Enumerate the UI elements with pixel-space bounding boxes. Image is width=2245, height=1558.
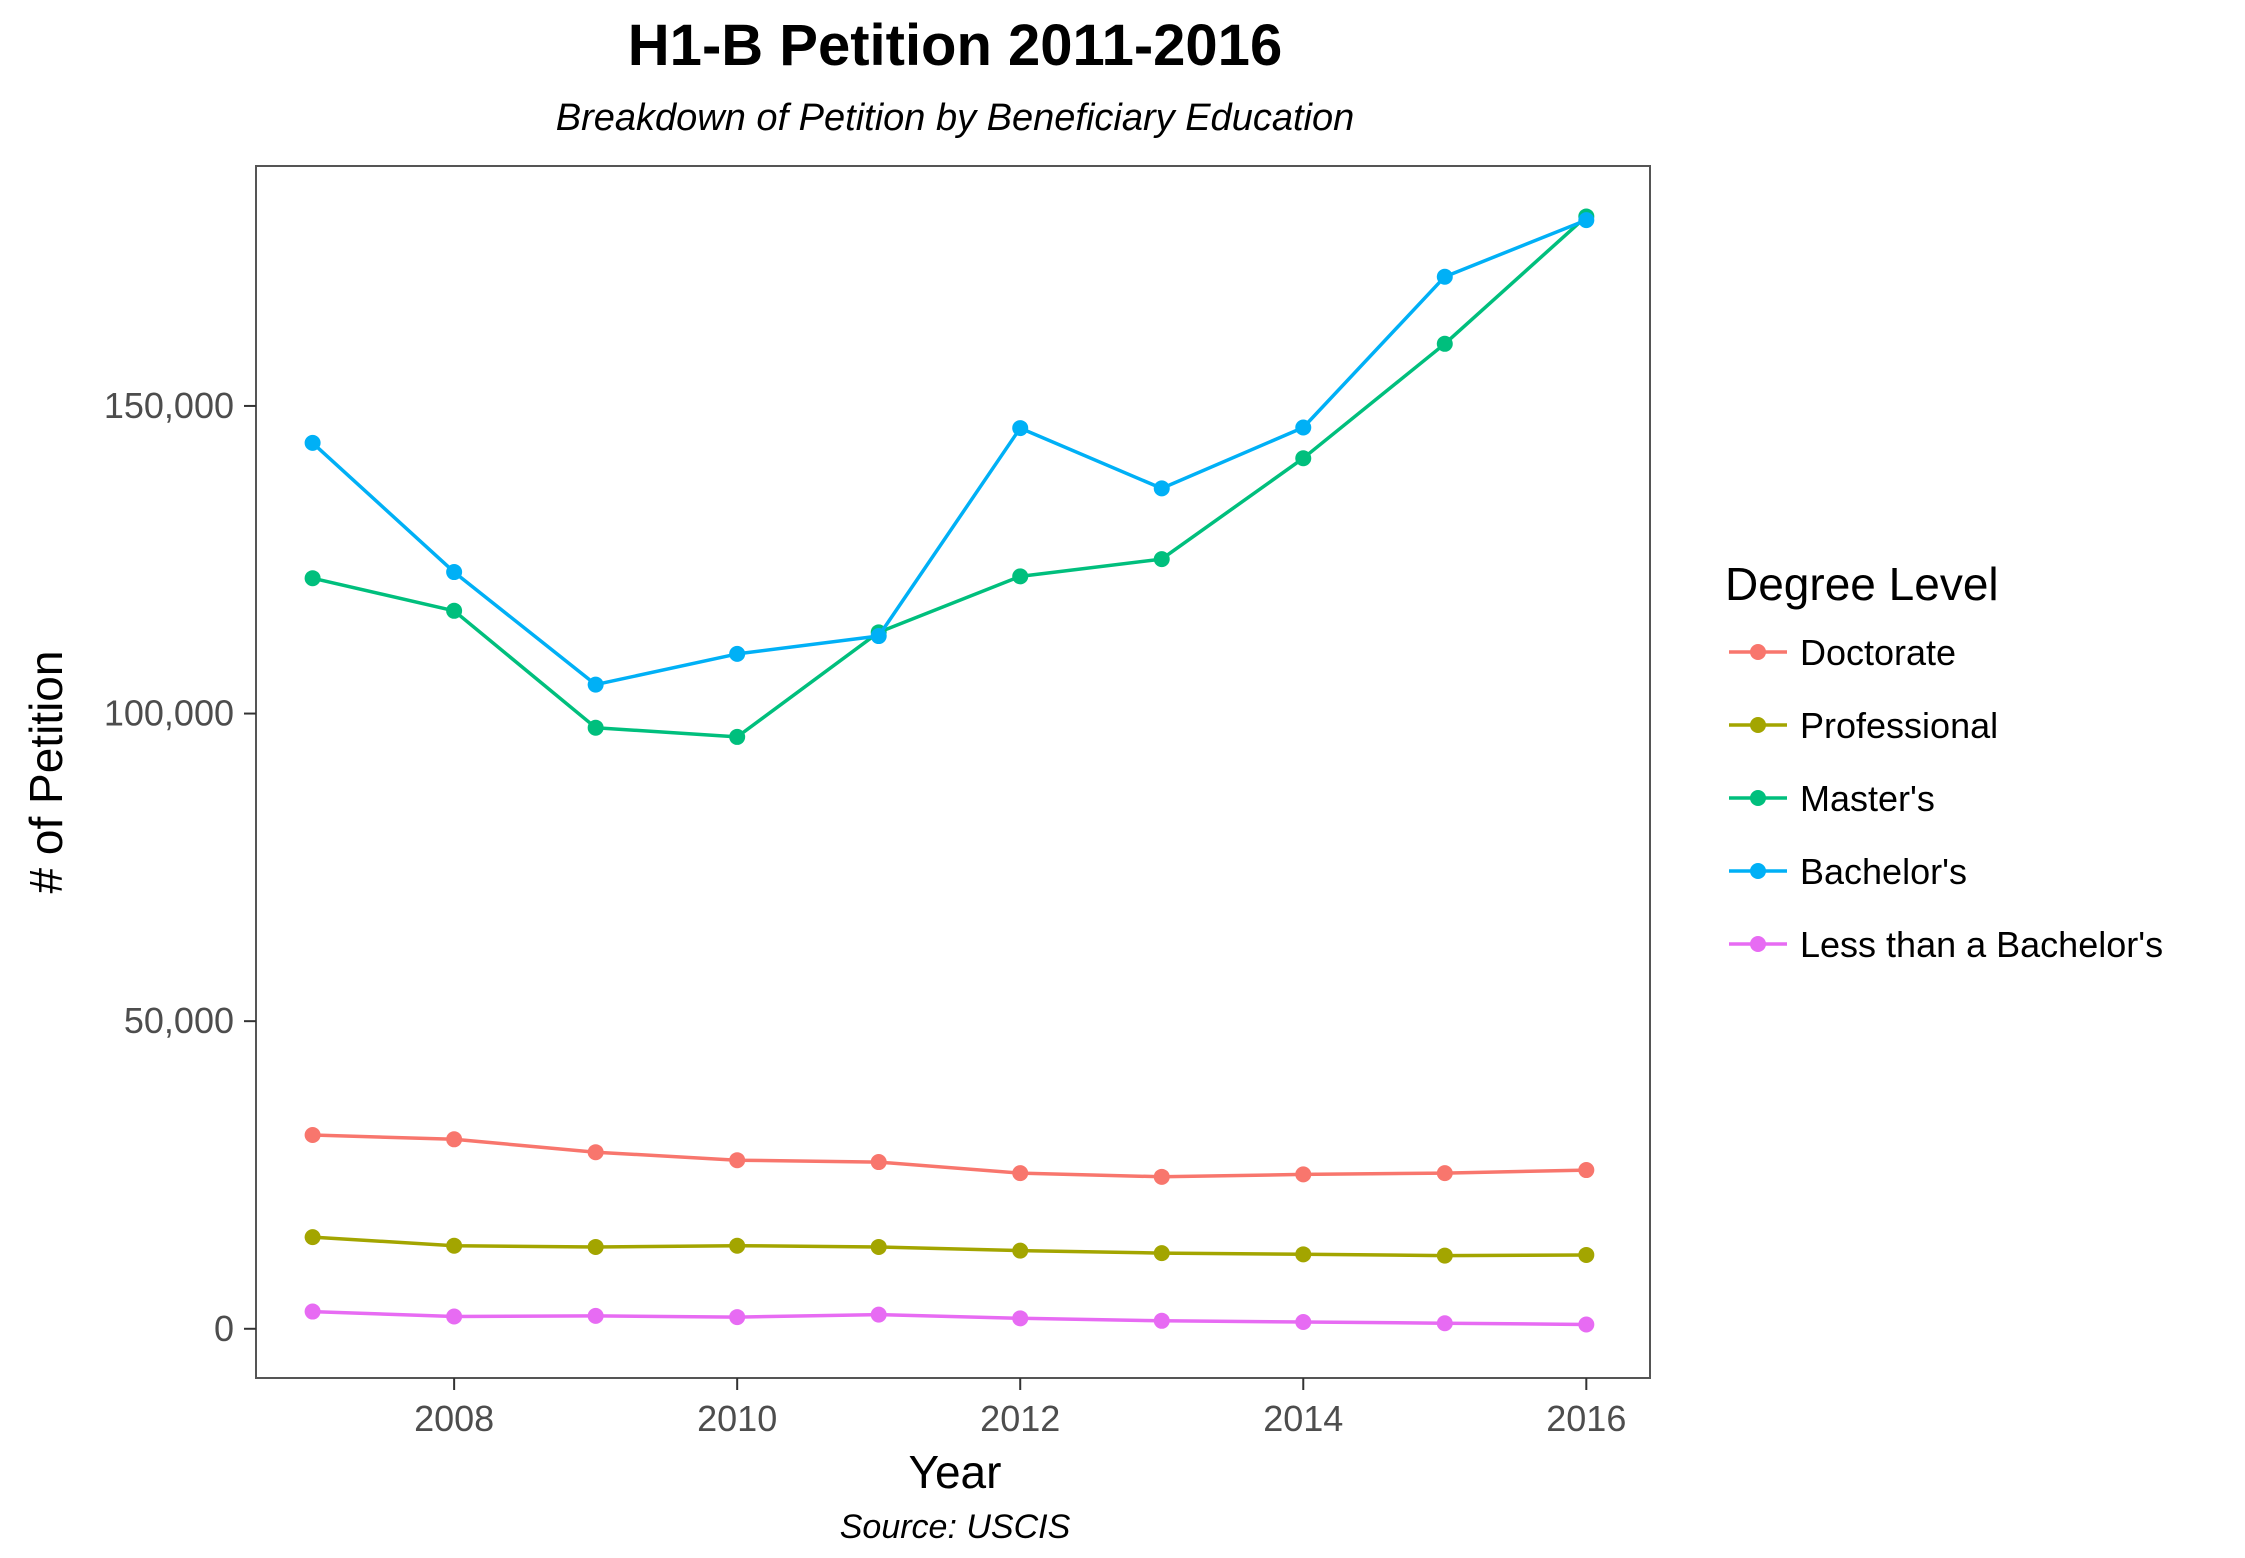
data-point-master-s xyxy=(587,719,604,736)
data-point-bachelor-s xyxy=(870,628,887,645)
legend-title: Degree Level xyxy=(1725,558,1999,610)
data-point-doctorate xyxy=(1012,1165,1029,1182)
data-point-professional xyxy=(870,1238,887,1255)
legend-label: Professional xyxy=(1800,705,1998,746)
data-point-doctorate xyxy=(1578,1162,1595,1179)
y-tick-label: 150,000 xyxy=(104,385,234,426)
data-point-bachelor-s xyxy=(1295,419,1312,436)
data-point-less-than-a-bachelor-s xyxy=(304,1303,321,1320)
x-axis: 2008 2010 2012 2014 2016 xyxy=(414,1378,1626,1439)
legend-label: Doctorate xyxy=(1800,632,1956,673)
data-point-professional xyxy=(1295,1246,1312,1263)
series-line-bachelor-s xyxy=(311,218,1587,687)
data-point-bachelor-s xyxy=(446,564,463,581)
data-point-professional xyxy=(729,1237,746,1254)
legend-item-less-than-a-bachelor-s: Less than a Bachelor's xyxy=(1729,924,2163,965)
data-point-less-than-a-bachelor-s xyxy=(729,1309,746,1326)
series-doctorate xyxy=(304,1126,1595,1185)
data-point-doctorate xyxy=(1153,1168,1170,1185)
data-point-less-than-a-bachelor-s xyxy=(446,1308,463,1325)
data-point-master-s xyxy=(1295,450,1312,467)
data-point-doctorate xyxy=(1436,1165,1453,1182)
legend-key-point xyxy=(1750,644,1766,660)
data-point-master-s xyxy=(304,570,321,587)
data-point-bachelor-s xyxy=(587,676,604,693)
series-less-than-a-bachelor-s xyxy=(304,1303,1595,1333)
legend-item-doctorate: Doctorate xyxy=(1729,632,1956,673)
legend-key-point xyxy=(1750,863,1766,879)
data-point-bachelor-s xyxy=(1012,420,1029,437)
data-point-less-than-a-bachelor-s xyxy=(870,1306,887,1323)
x-tick-label: 2008 xyxy=(414,1398,494,1439)
data-point-doctorate xyxy=(446,1131,463,1148)
data-point-bachelor-s xyxy=(1436,268,1453,285)
x-tick-label: 2014 xyxy=(1263,1398,1343,1439)
chart-title: H1-B Petition 2011-2016 xyxy=(628,13,1282,78)
data-point-bachelor-s xyxy=(304,434,321,451)
data-point-master-s xyxy=(1012,568,1029,585)
data-point-less-than-a-bachelor-s xyxy=(1436,1315,1453,1332)
data-point-bachelor-s xyxy=(1578,212,1595,229)
y-tick-label: 0 xyxy=(214,1308,234,1349)
legend-label: Bachelor's xyxy=(1800,851,1967,892)
data-point-professional xyxy=(1436,1247,1453,1264)
legend-key-point xyxy=(1750,717,1766,733)
data-point-less-than-a-bachelor-s xyxy=(587,1307,604,1324)
data-point-professional xyxy=(446,1237,463,1254)
plot-panel xyxy=(255,165,1651,1379)
data-point-professional xyxy=(1012,1242,1029,1259)
legend-label: Less than a Bachelor's xyxy=(1800,924,2163,965)
x-tick-label: 2010 xyxy=(697,1398,777,1439)
data-point-doctorate xyxy=(304,1126,321,1143)
data-point-master-s xyxy=(1436,335,1453,352)
series-layer xyxy=(304,208,1595,1333)
legend-item-bachelor-s: Bachelor's xyxy=(1729,851,1967,892)
data-point-less-than-a-bachelor-s xyxy=(1295,1314,1312,1331)
y-tick-label: 100,000 xyxy=(104,693,234,734)
data-point-doctorate xyxy=(587,1144,604,1161)
chart-subtitle: Breakdown of Petition by Beneficiary Edu… xyxy=(556,97,1354,139)
legend-item-professional: Professional xyxy=(1729,705,1998,746)
data-point-doctorate xyxy=(870,1154,887,1171)
series-line-master-s xyxy=(312,215,1588,739)
data-point-professional xyxy=(1153,1245,1170,1262)
data-point-doctorate xyxy=(729,1152,746,1169)
data-point-master-s xyxy=(729,728,746,745)
series-line-professional xyxy=(312,1235,1587,1258)
y-tick-label: 50,000 xyxy=(124,1000,234,1041)
legend-key-point xyxy=(1750,936,1766,952)
y-axis-title: # of Petition xyxy=(20,651,72,894)
data-point-doctorate xyxy=(1295,1166,1312,1183)
data-point-professional xyxy=(587,1238,604,1255)
data-point-professional xyxy=(1578,1246,1595,1263)
data-point-master-s xyxy=(446,602,463,619)
x-tick-label: 2012 xyxy=(980,1398,1060,1439)
chart-caption: Source: USCIS xyxy=(840,1508,1071,1546)
data-point-bachelor-s xyxy=(729,645,746,662)
data-point-bachelor-s xyxy=(1153,480,1170,497)
legend-item-master-s: Master's xyxy=(1729,778,1935,819)
y-axis: 0 50,000 100,000 150,000 xyxy=(104,385,256,1349)
x-axis-title: Year xyxy=(909,1446,1002,1498)
series-professional xyxy=(304,1229,1595,1264)
data-point-professional xyxy=(304,1229,321,1246)
series-line-less-than-a-bachelor-s xyxy=(312,1309,1587,1327)
legend-key-point xyxy=(1750,790,1766,806)
x-tick-label: 2016 xyxy=(1546,1398,1626,1439)
data-point-master-s xyxy=(1153,551,1170,568)
legend-label: Master's xyxy=(1800,778,1935,819)
legend: Degree Level Doctorate Professional Master… xyxy=(1725,558,2163,965)
series-line-doctorate xyxy=(312,1133,1587,1179)
series-bachelor-s xyxy=(304,212,1595,693)
data-point-less-than-a-bachelor-s xyxy=(1012,1310,1029,1327)
data-point-less-than-a-bachelor-s xyxy=(1578,1316,1595,1333)
data-point-less-than-a-bachelor-s xyxy=(1153,1312,1170,1329)
